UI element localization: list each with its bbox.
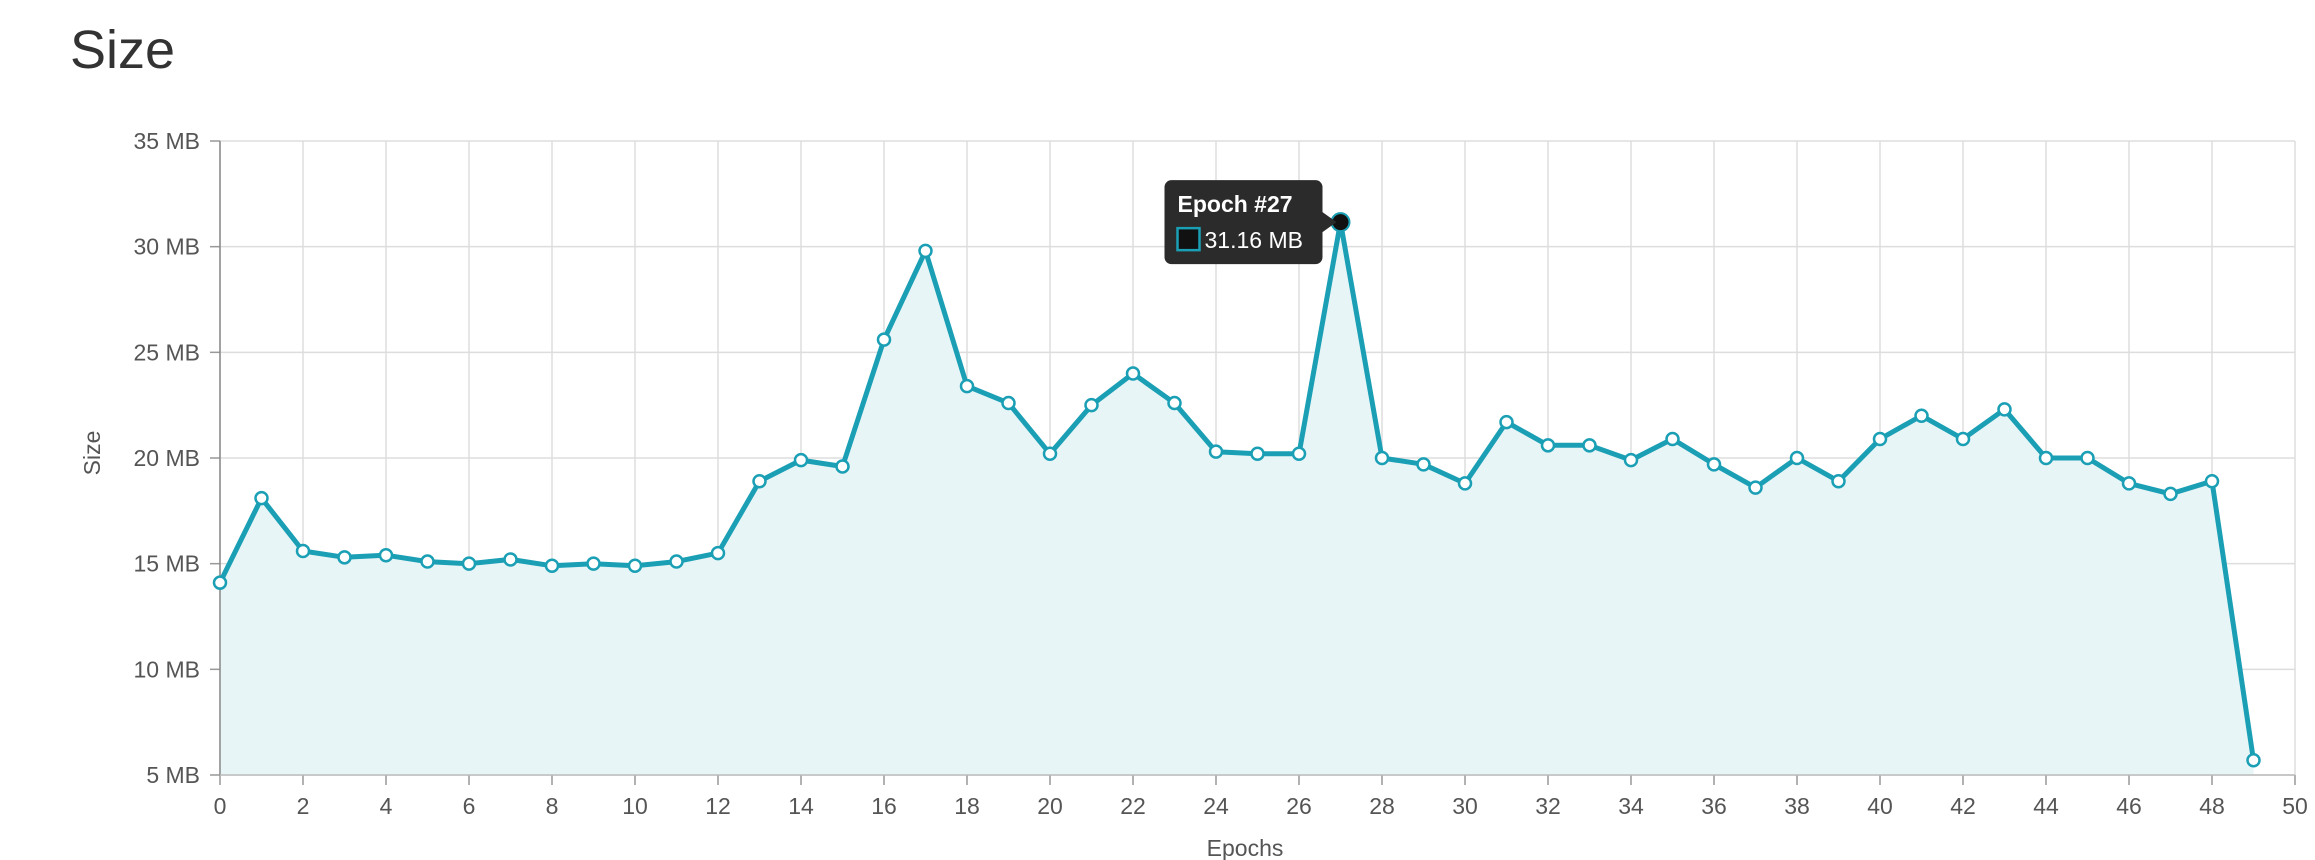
data-point bbox=[586, 556, 601, 571]
data-point bbox=[1374, 450, 1390, 466]
x-axis-title: Epochs bbox=[1207, 835, 1284, 860]
data-point bbox=[1872, 431, 1888, 447]
data-point bbox=[835, 459, 850, 474]
x-tick-label: 4 bbox=[380, 793, 393, 819]
y-tick-label: 5 MB bbox=[146, 762, 200, 788]
tooltip-value: 31.16 MB bbox=[1205, 227, 1303, 253]
tooltip-title: Epoch #27 bbox=[1178, 191, 1293, 217]
data-point bbox=[1997, 402, 2012, 417]
data-points bbox=[212, 212, 2261, 768]
x-tick-label: 10 bbox=[622, 793, 648, 819]
data-point bbox=[337, 550, 352, 565]
x-tick-label: 0 bbox=[214, 793, 227, 819]
y-tick-label: 20 MB bbox=[134, 445, 200, 471]
data-point bbox=[212, 575, 228, 590]
data-point bbox=[1291, 446, 1307, 462]
data-point bbox=[1250, 446, 1265, 462]
data-point bbox=[544, 558, 560, 574]
data-point bbox=[1540, 438, 1556, 453]
x-tick-label: 20 bbox=[1037, 793, 1063, 819]
data-point bbox=[254, 490, 269, 506]
data-point bbox=[1167, 395, 1182, 411]
data-point bbox=[1499, 414, 1514, 430]
data-point bbox=[1706, 457, 1722, 472]
x-tick-label: 24 bbox=[1203, 793, 1229, 819]
series-area bbox=[220, 222, 2254, 775]
data-point bbox=[2121, 476, 2137, 491]
data-point bbox=[1748, 480, 1763, 495]
data-point bbox=[752, 473, 767, 489]
y-tick-label: 30 MB bbox=[134, 234, 200, 260]
x-tick-label: 2 bbox=[297, 793, 310, 819]
tooltip: Epoch #27 31.16 MB bbox=[1164, 180, 1337, 265]
x-tick-label: 38 bbox=[1784, 793, 1810, 819]
data-point bbox=[1955, 431, 1971, 447]
y-axis-title: Size bbox=[79, 431, 105, 476]
data-point bbox=[1623, 452, 1639, 468]
x-tick-label: 40 bbox=[1867, 793, 1893, 819]
data-point bbox=[1125, 366, 1141, 381]
x-tick-label: 50 bbox=[2282, 793, 2308, 819]
data-point bbox=[669, 554, 684, 569]
data-point bbox=[1582, 438, 1597, 453]
x-tick-label: 28 bbox=[1369, 793, 1395, 819]
y-tick-label: 10 MB bbox=[134, 656, 200, 682]
x-tick-label: 18 bbox=[954, 793, 980, 819]
data-point bbox=[1665, 431, 1680, 447]
data-point bbox=[420, 554, 435, 569]
axes bbox=[210, 140, 2296, 785]
data-point bbox=[1457, 476, 1473, 491]
data-point bbox=[378, 547, 394, 563]
x-tick-label: 42 bbox=[1950, 793, 1976, 819]
data-point bbox=[1831, 473, 1846, 489]
data-point bbox=[1789, 450, 1805, 466]
x-tick-label: 16 bbox=[871, 793, 897, 819]
data-point bbox=[2080, 450, 2095, 466]
data-point bbox=[1208, 444, 1224, 459]
data-point bbox=[1416, 457, 1431, 472]
data-point bbox=[959, 378, 975, 394]
page-title: Size bbox=[70, 20, 176, 80]
x-tick-label: 44 bbox=[2033, 793, 2059, 819]
data-point bbox=[710, 545, 726, 561]
data-point bbox=[461, 556, 477, 571]
data-point bbox=[295, 543, 311, 559]
tooltip-box bbox=[1164, 180, 1323, 265]
data-point bbox=[1084, 397, 1099, 413]
x-tick-label: 36 bbox=[1701, 793, 1727, 819]
data-point bbox=[1001, 395, 1016, 411]
data-point bbox=[793, 452, 809, 468]
x-tick-label: 6 bbox=[463, 793, 476, 819]
x-tick-label: 32 bbox=[1535, 793, 1561, 819]
data-point bbox=[2038, 450, 2054, 466]
tooltip-arrow bbox=[1322, 212, 1337, 233]
x-tick-label: 8 bbox=[546, 793, 559, 819]
y-tick-labels: 5 MB 10 MB 15 MB 20 MB 25 MB 30 MB 35 MB bbox=[134, 128, 200, 788]
data-point bbox=[627, 558, 643, 574]
data-point bbox=[1042, 446, 1058, 462]
x-tick-label: 34 bbox=[1618, 793, 1644, 819]
data-point bbox=[918, 243, 933, 259]
y-tick-label: 35 MB bbox=[134, 128, 200, 154]
x-tick-label: 46 bbox=[2116, 793, 2142, 819]
x-tick-label: 48 bbox=[2199, 793, 2225, 819]
x-tick-label: 14 bbox=[788, 793, 814, 819]
x-tick-label: 12 bbox=[705, 793, 731, 819]
data-point bbox=[2163, 486, 2178, 502]
x-tick-label: 30 bbox=[1452, 793, 1478, 819]
data-point bbox=[1914, 408, 1929, 423]
x-tick-label: 26 bbox=[1286, 793, 1312, 819]
x-tick-label: 22 bbox=[1120, 793, 1146, 819]
x-tick-labels: 0 2 4 6 8 10 12 14 16 18 20 22 24 26 28 30 32 34 36 38 40 42 4… bbox=[214, 793, 2308, 819]
y-tick-label: 25 MB bbox=[134, 339, 200, 365]
data-point bbox=[2204, 473, 2220, 489]
data-point bbox=[2246, 752, 2261, 768]
tooltip-swatch bbox=[1176, 226, 1201, 252]
y-tick-label: 15 MB bbox=[134, 551, 200, 577]
data-point bbox=[503, 552, 518, 567]
data-point bbox=[876, 332, 892, 347]
